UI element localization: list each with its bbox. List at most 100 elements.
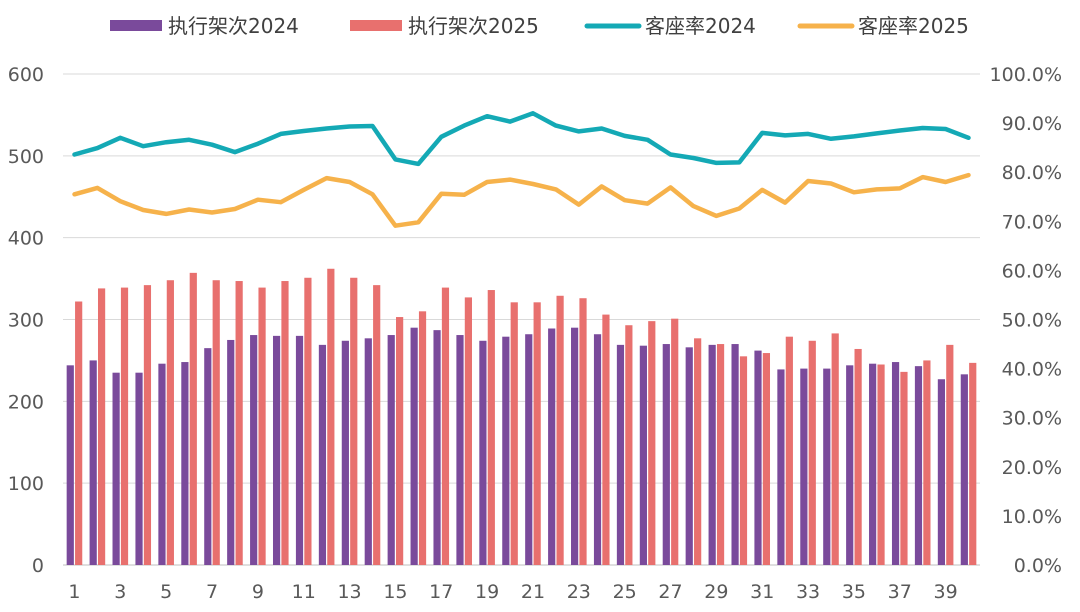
legend-label: 执行架次2024 [168, 14, 299, 38]
x-tick-label: 13 [337, 581, 361, 603]
y-left-tick-label: 200 [8, 391, 44, 413]
line-series-load-factor-2024 [72, 111, 971, 167]
x-tick-label: 11 [292, 581, 316, 603]
bar-2025 [120, 287, 129, 565]
bar-2024 [616, 344, 625, 565]
bar-2024 [341, 340, 349, 565]
x-tick-label: 31 [750, 581, 774, 603]
bar-2024 [318, 344, 327, 565]
bar-2025 [831, 333, 839, 565]
bar-2025 [854, 348, 862, 565]
bar-2025 [281, 281, 289, 565]
bar-2025 [75, 301, 83, 565]
bar-2025 [258, 287, 266, 565]
x-tick-label: 19 [475, 581, 499, 603]
bar-2024 [914, 366, 923, 565]
bar-2024 [800, 368, 808, 565]
bar-2025 [510, 302, 518, 565]
bar-2024 [571, 327, 579, 565]
bar-2024 [777, 369, 785, 565]
bar-2025 [969, 362, 977, 565]
y-right-tick-label: 80.0% [1002, 162, 1062, 184]
bar-2025 [579, 298, 587, 565]
legend-swatch [350, 20, 402, 31]
bar-series-group [66, 268, 977, 565]
bar-2025 [487, 290, 495, 565]
bar-2025 [441, 287, 450, 565]
y-right-tick-label: 70.0% [1002, 211, 1062, 233]
y-right-tick-label: 10.0% [1002, 506, 1062, 528]
bar-2025 [762, 353, 771, 565]
y-left-tick-label: 0 [32, 555, 44, 577]
bar-2025 [602, 314, 610, 565]
bar-2024 [869, 363, 877, 565]
bar-2025 [350, 277, 358, 565]
bar-2024 [731, 344, 739, 565]
bar-2025 [625, 325, 633, 565]
x-tick-label: 7 [206, 581, 218, 603]
bar-2025 [143, 285, 152, 565]
bar-2024 [387, 335, 395, 565]
bar-2024 [250, 335, 258, 565]
bar-2025 [648, 321, 656, 565]
x-tick-label: 29 [704, 581, 728, 603]
bar-2024 [708, 344, 716, 565]
x-tick-label: 21 [521, 581, 545, 603]
bar-2024 [433, 330, 441, 565]
bar-2025 [373, 285, 381, 565]
bar-2025 [694, 338, 702, 565]
bar-2024 [135, 372, 143, 565]
y-right-tick-label: 50.0% [1002, 310, 1062, 332]
bar-2025 [808, 340, 816, 565]
x-tick-label: 39 [934, 581, 958, 603]
bar-2024 [823, 368, 831, 565]
bar-2025 [900, 371, 908, 565]
y-right-tick-label: 100.0% [990, 64, 1062, 86]
bar-2025 [418, 311, 427, 565]
bar-2024 [754, 350, 762, 565]
legend-label: 客座率2025 [858, 14, 969, 38]
y-right-tick-label: 0.0% [1014, 555, 1062, 577]
bar-2024 [66, 365, 74, 565]
bar-2024 [479, 340, 487, 565]
bar-2024 [227, 339, 235, 565]
bar-2025 [464, 297, 472, 565]
x-tick-label: 23 [567, 581, 591, 603]
bar-2025 [533, 302, 541, 565]
gridlines [63, 73, 980, 566]
y-right-tick-label: 30.0% [1002, 408, 1062, 430]
bar-2024 [891, 362, 900, 565]
bar-2024 [639, 345, 647, 565]
bar-2024 [937, 379, 946, 565]
bar-2025 [396, 317, 404, 565]
y-left-tick-label: 300 [8, 310, 44, 332]
bar-2024 [112, 372, 120, 565]
bar-2025 [327, 268, 335, 565]
x-tick-label: 5 [160, 581, 172, 603]
bar-2025 [946, 344, 954, 565]
x-tick-label: 37 [888, 581, 912, 603]
bar-2024 [502, 336, 510, 565]
y-left-tick-label: 400 [8, 228, 44, 250]
y-right-tick-label: 40.0% [1002, 359, 1062, 381]
bar-2024 [295, 335, 304, 565]
bar-2024 [364, 338, 372, 565]
x-tick-label: 35 [842, 581, 866, 603]
bar-2025 [97, 288, 106, 565]
legend-label: 执行架次2025 [408, 14, 539, 38]
bar-2024 [456, 335, 464, 565]
bar-2024 [548, 328, 556, 565]
bar-2024 [685, 347, 693, 565]
axes: 0 100 200 300 400 500 600 0.0% 10.0% 20.0% 30.0% 40… [8, 64, 1062, 603]
bar-2024 [89, 360, 97, 565]
bar-2024 [181, 362, 189, 565]
bar-2025 [877, 364, 885, 565]
x-tick-label: 1 [68, 581, 80, 603]
bar-2024 [410, 327, 418, 565]
y-right-tick-label: 90.0% [1002, 113, 1062, 135]
legend: 执行架次2024 执行架次2025 客座率2024 客座率2025 [110, 14, 969, 38]
x-tick-label: 17 [429, 581, 453, 603]
bar-2024 [158, 363, 166, 565]
bar-2025 [304, 277, 312, 565]
